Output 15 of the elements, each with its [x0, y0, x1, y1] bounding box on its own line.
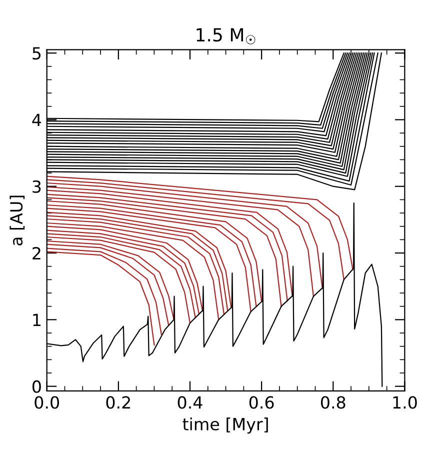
y-tick-label: 2 [32, 246, 40, 260]
y-tick-label: 3 [32, 180, 41, 193]
y-tick-label: 0 [32, 380, 41, 393]
x-tick-label: 0.8 [320, 396, 346, 409]
y-tick-label: 5 [32, 47, 41, 60]
chart-title: 1.5 M$_{☉}$ [196, 28, 256, 44]
y-axis-title: a [AU] [10, 196, 25, 246]
x-tick-label: 0.2 [106, 396, 130, 409]
y-tick-label: 4 [32, 114, 42, 126]
x-tick-label: 0.6 [249, 396, 274, 409]
x-tick-label: 0.0 [34, 396, 60, 409]
x-tick-label: 1.0 [393, 396, 417, 409]
y-tick-label: 1 [33, 314, 40, 326]
x-axis-title: time [Myr] [182, 418, 268, 434]
x-tick-label: 0.4 [178, 396, 202, 409]
